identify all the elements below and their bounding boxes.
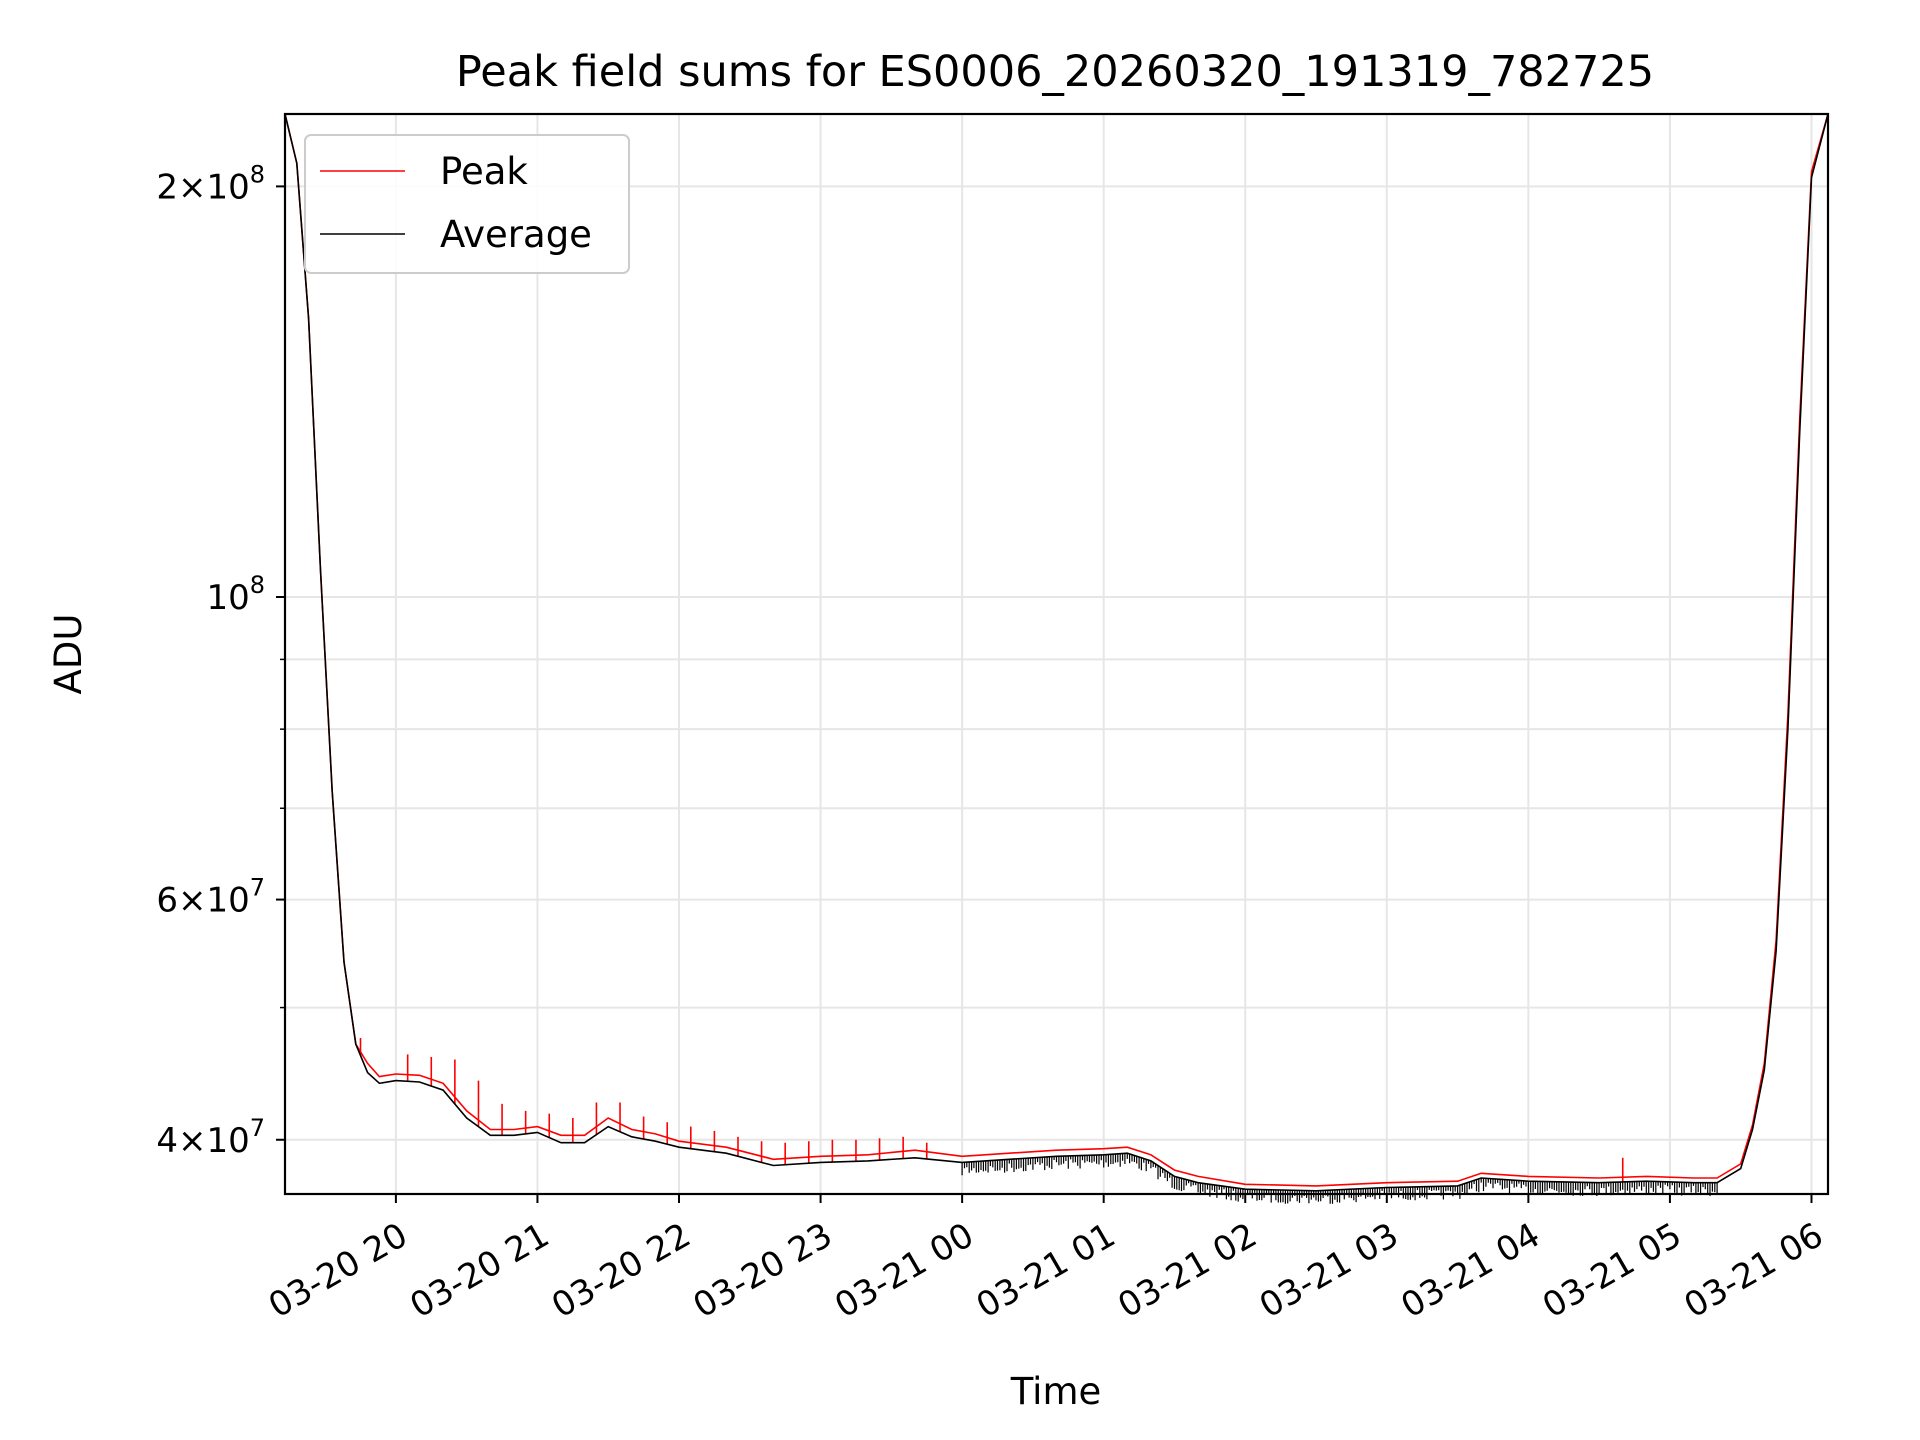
y-tick-label: 6×107 — [156, 874, 265, 921]
y-axis-label: ADU — [47, 614, 90, 695]
legend: Peak Average — [304, 134, 630, 274]
series-line-average — [284, 113, 1829, 1192]
y-axis: 4×107 6×107 108 2×108 — [156, 160, 285, 1161]
plot-area — [284, 113, 1829, 1204]
y-tick-label: 4×107 — [156, 1114, 265, 1161]
plot-frame — [283, 112, 1830, 1196]
legend-label-peak: Peak — [440, 150, 528, 193]
legend-label-average: Average — [440, 213, 592, 256]
chart-title: Peak field sums for ES0006_20260320_1913… — [456, 47, 1654, 97]
x-axis-label: Time — [1010, 1370, 1102, 1413]
y-tick-label: 108 — [206, 571, 265, 618]
grid — [285, 114, 1828, 1194]
series-line-peak — [284, 113, 1829, 1187]
y-tick-label: 2×108 — [156, 160, 265, 207]
legend-box — [304, 134, 630, 274]
